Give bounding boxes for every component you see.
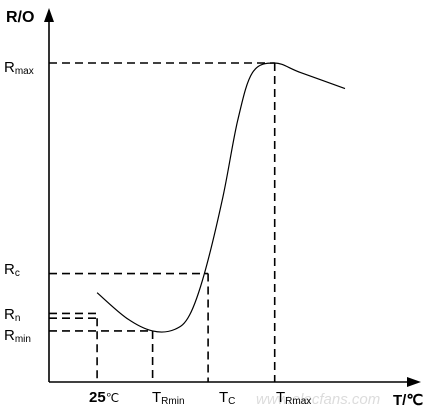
x-axis-arrow	[407, 377, 421, 387]
svg-text:Rmax: Rmax	[4, 59, 34, 77]
svg-text:Rc: Rc	[4, 261, 20, 279]
y-tick-label-rn: Rn	[4, 306, 20, 324]
svg-text:TRmax: TRmax	[276, 389, 311, 407]
watermark-text: www.elecfans.com	[256, 391, 380, 408]
y-tick-label-rmax: Rmax	[4, 59, 34, 77]
svg-text:25℃: 25℃	[89, 389, 119, 406]
svg-text:Rmin: Rmin	[4, 327, 31, 345]
x-tick-label-tc: TC	[219, 389, 235, 407]
resistance-curve	[96, 62, 346, 333]
y-tick-label-rmin: Rmin	[4, 327, 31, 345]
y-axis-arrow	[44, 8, 54, 22]
x-tick-label-25c: 25℃	[89, 389, 119, 406]
guide-lines	[49, 62, 276, 382]
svg-text:Rn: Rn	[4, 306, 20, 324]
svg-text:TRmin: TRmin	[152, 389, 185, 407]
y-axis-label: R/O	[6, 9, 34, 26]
x-tick-label-trmin: TRmin	[152, 389, 185, 407]
x-tick-label-trmax: TRmax	[276, 389, 311, 407]
svg-text:TC: TC	[219, 389, 235, 407]
y-tick-label-rc: Rc	[4, 261, 20, 279]
x-axis-label: T/℃	[393, 392, 423, 409]
